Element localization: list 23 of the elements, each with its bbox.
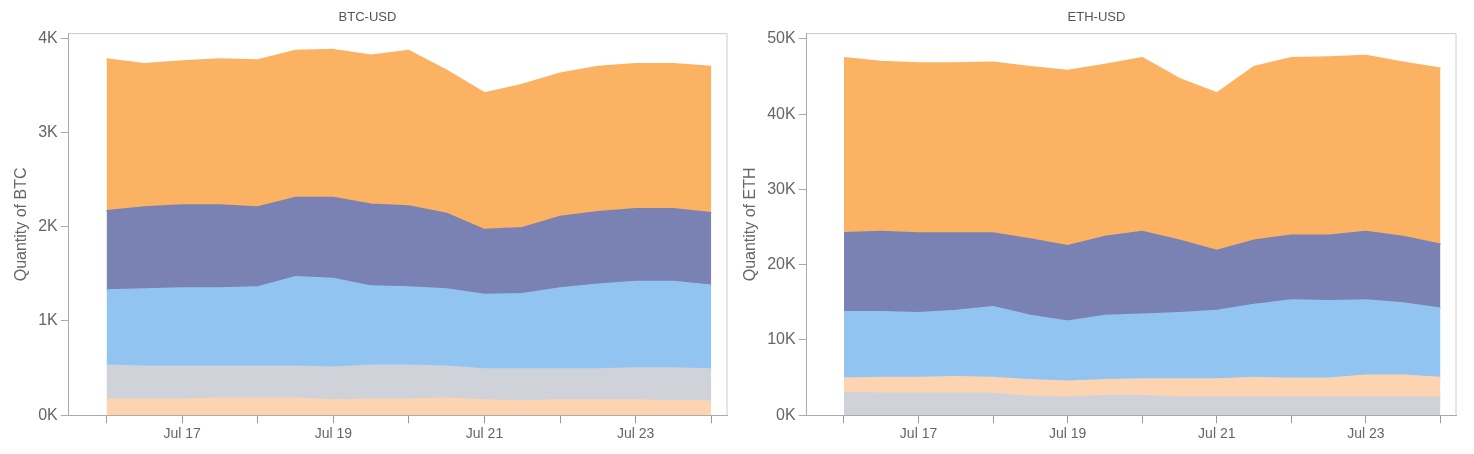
y-tick-label: 1K xyxy=(38,311,59,329)
x-tick-label: Jul 23 xyxy=(616,425,655,442)
y-tick-label: 3K xyxy=(38,122,59,140)
y-tick-label: 10K xyxy=(767,330,796,348)
x-tick-label: Jul 21 xyxy=(465,425,504,442)
x-tick-label: Jul 17 xyxy=(163,425,202,442)
y-tick-label: 30K xyxy=(767,179,796,197)
y-tick-label: 20K xyxy=(767,255,796,273)
y-tick-label: 4K xyxy=(38,28,59,46)
y-tick-label: 0K xyxy=(776,405,796,423)
y-axis-title: Quantity of ETH xyxy=(741,167,759,282)
y-tick-label: 0K xyxy=(38,405,59,423)
chart-title: BTC-USD xyxy=(338,9,397,25)
chart-title: ETH-USD xyxy=(1067,9,1126,25)
x-tick-label: Jul 23 xyxy=(1347,425,1385,442)
x-tick-label: Jul 19 xyxy=(314,425,353,442)
y-tick-label: 50K xyxy=(767,29,796,47)
y-tick-label: 2K xyxy=(38,217,59,235)
x-tick-label: Jul 21 xyxy=(1198,425,1236,442)
x-tick-label: Jul 17 xyxy=(899,425,938,442)
y-axis-title: Quantity of BTC xyxy=(12,167,30,282)
y-tick-label: 40K xyxy=(767,104,796,122)
x-tick-label: Jul 19 xyxy=(1048,425,1087,442)
